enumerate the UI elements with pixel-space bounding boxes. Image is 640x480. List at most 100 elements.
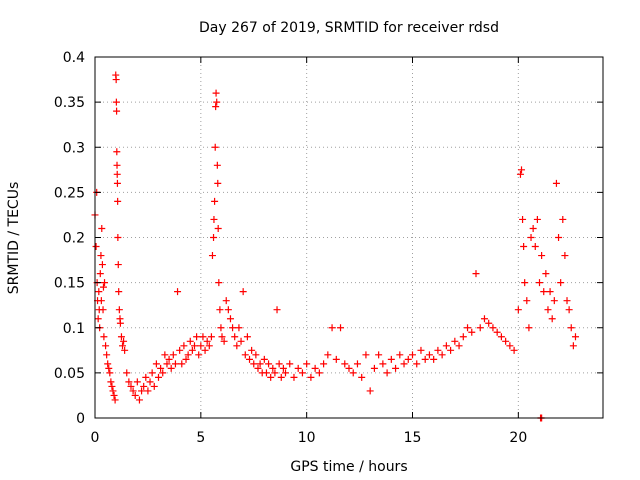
x-tick-label: 5 (196, 430, 205, 446)
data-point (290, 373, 298, 381)
data-point (113, 179, 121, 187)
data-point (294, 364, 302, 372)
data-point (542, 270, 550, 278)
data-point (161, 351, 169, 359)
data-point (559, 215, 567, 223)
data-point (212, 103, 220, 111)
data-point (275, 360, 283, 368)
data-point (111, 396, 119, 404)
data-point (383, 369, 391, 377)
data-point (341, 360, 349, 368)
data-point (459, 333, 467, 341)
data-point (159, 369, 167, 377)
data-point (214, 179, 222, 187)
data-point (226, 315, 234, 323)
data-point (413, 360, 421, 368)
data-point (119, 342, 127, 350)
data-point (387, 355, 395, 363)
data-point (99, 306, 107, 314)
data-point (213, 161, 221, 169)
data-point (114, 261, 122, 269)
data-point (518, 166, 526, 174)
y-tick-label: 0.1 (63, 321, 85, 337)
data-point (273, 306, 281, 314)
data-point (174, 288, 182, 296)
data-point (493, 328, 501, 336)
data-point (97, 297, 105, 305)
data-point (506, 342, 514, 350)
data-point (262, 369, 270, 377)
data-point (267, 373, 275, 381)
data-point (135, 396, 143, 404)
x-tick-label: 20 (509, 430, 527, 446)
y-tick-label: 0.15 (54, 276, 85, 292)
data-point (212, 89, 220, 97)
data-point (210, 234, 218, 241)
data-point (248, 346, 256, 354)
data-point (464, 324, 472, 332)
y-tick-label: 0.35 (54, 95, 85, 111)
data-point (106, 369, 114, 377)
data-points (91, 71, 579, 422)
data-point (150, 382, 158, 390)
data-point (199, 333, 207, 341)
data-point (210, 215, 218, 223)
data-point (254, 364, 262, 372)
data-point (569, 342, 577, 350)
data-point (180, 342, 188, 350)
data-point (208, 252, 216, 260)
data-point (112, 98, 120, 106)
y-tick-label: 0.2 (63, 231, 85, 247)
data-point (567, 324, 575, 332)
data-point (197, 342, 205, 350)
data-point (165, 355, 173, 363)
data-point (243, 333, 251, 341)
data-point (102, 342, 110, 350)
data-point (516, 170, 524, 178)
data-point (379, 360, 387, 368)
data-point (222, 297, 230, 305)
data-point (108, 382, 116, 390)
data-point (337, 324, 345, 332)
data-point (171, 360, 179, 368)
data-point (231, 333, 239, 341)
data-point (520, 243, 528, 251)
data-point (113, 161, 121, 169)
data-point (112, 76, 120, 84)
grid-lines (95, 57, 603, 418)
data-point (184, 351, 192, 359)
data-point (224, 306, 232, 314)
data-point (563, 297, 571, 305)
data-point (201, 346, 209, 354)
data-point (98, 224, 106, 232)
data-point (324, 351, 332, 359)
y-tick-label: 0 (76, 411, 85, 427)
chart-title: Day 267 of 2019, SRMTID for receiver rds… (199, 20, 499, 36)
data-point (250, 360, 258, 368)
data-point (529, 224, 537, 232)
data-point (362, 351, 370, 359)
data-point (409, 351, 416, 359)
data-point (114, 234, 122, 241)
data-point (303, 360, 311, 368)
y-axis-label: SRMTID / TECUs (6, 182, 22, 295)
data-point (186, 337, 194, 345)
data-point (521, 279, 529, 287)
data-point (203, 337, 211, 345)
data-point (110, 391, 118, 399)
data-point (538, 252, 546, 260)
data-point (167, 364, 175, 372)
data-point (157, 364, 165, 372)
data-point (438, 351, 446, 359)
data-point (400, 360, 408, 368)
data-point (239, 288, 247, 296)
data-point (375, 351, 383, 359)
data-point (571, 333, 579, 341)
data-point (451, 337, 459, 345)
data-point (552, 179, 560, 187)
data-point (546, 288, 554, 296)
data-point (142, 373, 150, 381)
data-point (315, 369, 323, 377)
data-point (190, 342, 198, 350)
data-point (298, 369, 306, 377)
